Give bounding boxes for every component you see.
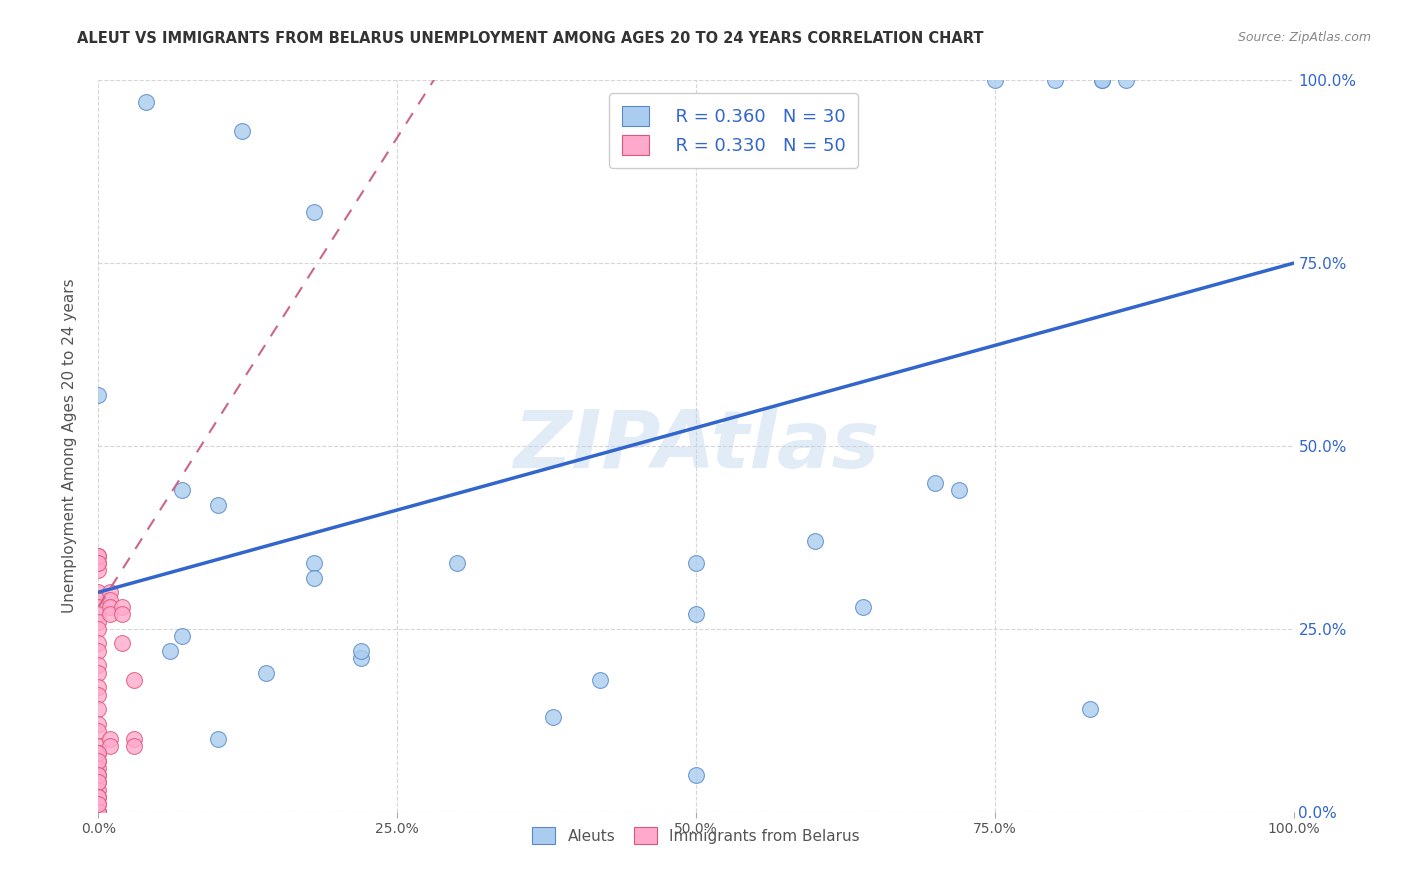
Point [87, 644, 110, 658]
Point [852, 599, 875, 614]
Point [1091, 73, 1114, 87]
Point [87, 556, 110, 570]
Point [589, 673, 612, 687]
Point [87, 702, 110, 716]
Point [124, 673, 146, 687]
Point [87, 775, 110, 789]
Point [350, 651, 373, 665]
Point [87, 768, 110, 782]
Point [231, 124, 253, 138]
Y-axis label: Unemployment Among Ages 20 to 24 years: Unemployment Among Ages 20 to 24 years [62, 278, 77, 614]
Point [685, 768, 707, 782]
Point [804, 534, 827, 549]
Point [87, 549, 110, 563]
Point [1043, 73, 1066, 87]
Point [87, 754, 110, 768]
Point [87, 636, 110, 650]
Point [124, 739, 146, 753]
Point [541, 709, 564, 723]
Point [87, 790, 110, 805]
Point [87, 739, 110, 753]
Point [87, 724, 110, 739]
Point [87, 754, 110, 768]
Point [87, 805, 110, 819]
Point [87, 746, 110, 760]
Point [87, 556, 110, 570]
Point [87, 549, 110, 563]
Point [98, 585, 122, 599]
Point [207, 731, 229, 746]
Point [87, 615, 110, 629]
Point [87, 665, 110, 680]
Point [87, 585, 110, 599]
Point [87, 388, 110, 402]
Point [87, 761, 110, 775]
Point [87, 797, 110, 812]
Point [1091, 73, 1114, 87]
Point [1080, 702, 1102, 716]
Point [111, 636, 134, 650]
Point [87, 658, 110, 673]
Point [87, 563, 110, 577]
Point [302, 205, 325, 219]
Point [159, 644, 181, 658]
Point [98, 592, 122, 607]
Point [87, 717, 110, 731]
Point [87, 790, 110, 805]
Point [98, 731, 122, 746]
Point [446, 556, 468, 570]
Point [350, 644, 373, 658]
Point [87, 805, 110, 819]
Point [924, 475, 946, 490]
Point [135, 95, 157, 110]
Point [87, 782, 110, 797]
Point [948, 483, 970, 497]
Point [984, 73, 1007, 87]
Point [87, 805, 110, 819]
Point [87, 797, 110, 812]
Point [254, 665, 277, 680]
Point [111, 599, 134, 614]
Point [172, 483, 194, 497]
Point [685, 556, 707, 570]
Point [87, 768, 110, 782]
Point [302, 571, 325, 585]
Point [87, 775, 110, 789]
Point [98, 607, 122, 622]
Point [685, 607, 707, 622]
Point [302, 556, 325, 570]
Point [87, 599, 110, 614]
Point [124, 731, 146, 746]
Point [98, 599, 122, 614]
Point [111, 607, 134, 622]
Point [1115, 73, 1137, 87]
Text: ZIPAtlas: ZIPAtlas [513, 407, 879, 485]
Point [87, 622, 110, 636]
Point [87, 592, 110, 607]
Text: ALEUT VS IMMIGRANTS FROM BELARUS UNEMPLOYMENT AMONG AGES 20 TO 24 YEARS CORRELAT: ALEUT VS IMMIGRANTS FROM BELARUS UNEMPLO… [77, 31, 984, 46]
Point [87, 607, 110, 622]
Point [207, 498, 229, 512]
Point [172, 629, 194, 643]
Point [87, 746, 110, 760]
Text: Source: ZipAtlas.com: Source: ZipAtlas.com [1237, 31, 1371, 45]
Legend: Aleuts, Immigrants from Belarus: Aleuts, Immigrants from Belarus [524, 820, 868, 852]
Point [87, 681, 110, 695]
Point [87, 688, 110, 702]
Point [98, 739, 122, 753]
